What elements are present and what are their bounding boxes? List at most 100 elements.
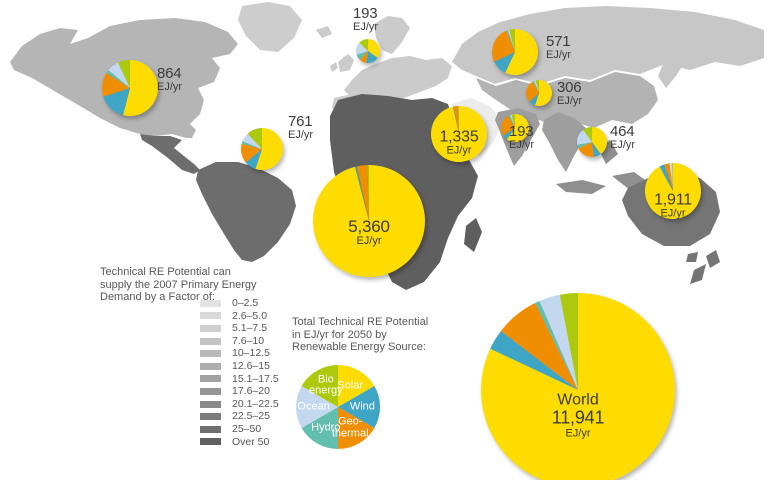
pie-label-africa: 5,360 EJ/yr xyxy=(348,216,390,248)
factor-legend-item: 5.1–7.5 xyxy=(200,322,279,335)
pie-world-slice-solar xyxy=(481,293,675,480)
pie-india-slice-ocean xyxy=(509,114,515,128)
map-region-scandinavia xyxy=(374,16,410,54)
factor-range-label: 0–2.5 xyxy=(232,297,259,310)
source-label-line: Bio xyxy=(317,373,334,386)
pie-north-america-slice-geothermal xyxy=(102,73,130,97)
factor-legend-item: 0–2.5 xyxy=(200,297,279,310)
pie-label-north-america: 864 EJ/yr xyxy=(157,65,182,94)
source-label-geothermal: Geo-thermal xyxy=(332,415,369,440)
pie-africa-slice-geothermal xyxy=(356,165,369,221)
pie-north-america-slice-ocean xyxy=(108,62,130,88)
pie-australia xyxy=(644,162,701,219)
pie-se-asia-slice-geothermal xyxy=(578,142,594,157)
pie-europe-slice-wind xyxy=(366,51,378,64)
pie-middle-east-slice-geothermal xyxy=(453,106,459,134)
pie-africa xyxy=(312,165,425,277)
factor-legend-title-line: Technical RE Potential can xyxy=(100,266,231,278)
source-label-line: Geo- xyxy=(337,415,363,428)
factor-legend-item: 17.6–20 xyxy=(200,385,279,398)
region-total-value: 5,360 xyxy=(348,216,390,236)
region-total-unit: EJ/yr xyxy=(660,207,686,220)
pie-russia-slice-hydro xyxy=(506,30,515,52)
pie-australia-slice-geothermal xyxy=(664,163,673,191)
factor-range-label: 17.6–20 xyxy=(232,385,270,398)
source-legend-slice-hydro xyxy=(301,407,338,449)
factor-legend-title: Technical RE Potential can supply the 20… xyxy=(100,266,257,304)
pie-middle-east-slice-wind xyxy=(452,106,459,134)
factor-swatch xyxy=(200,337,221,345)
pie-north-america-slice-wind xyxy=(103,88,130,116)
source-label-wind: Wind xyxy=(350,401,375,413)
factor-swatch xyxy=(200,350,221,358)
region-total-unit: EJ/yr xyxy=(509,139,535,152)
map-region-new-zealand-south xyxy=(690,264,706,284)
source-label-ocean: Ocean xyxy=(297,401,329,413)
factor-legend-item: 2.6–5.0 xyxy=(200,310,279,323)
pie-australia-slice-wind xyxy=(659,164,673,191)
factor-legend-title-line: Demand by a Factor of: xyxy=(100,291,215,303)
factor-swatch xyxy=(200,324,221,332)
pie-se-asia-slice-ocean xyxy=(577,129,592,145)
map-region-greenland xyxy=(238,2,302,52)
pie-russia-slice-wind xyxy=(494,52,515,73)
pie-australia-slice-ocean xyxy=(669,163,673,191)
pie-south-america xyxy=(241,128,284,170)
pie-china-slice-wind xyxy=(529,93,539,106)
source-legend-title-line: in EJ/yr for 2050 by xyxy=(292,328,387,341)
pie-label-europe: 193 EJ/yr xyxy=(353,5,378,34)
pie-se-asia-slice-solar xyxy=(592,127,608,155)
source-label-hydro: Hydro xyxy=(311,422,340,434)
source-label-line: energy xyxy=(308,384,343,397)
source-label-line: Ocean xyxy=(297,400,330,413)
pie-label-australia: 1,911 EJ/yr xyxy=(654,191,692,220)
pie-africa-slice-wind xyxy=(355,166,369,221)
map-region-ireland xyxy=(330,62,338,72)
pie-china-slice-bioenergy xyxy=(535,80,539,93)
pie-russia xyxy=(492,28,539,75)
region-total-value: 1,911 xyxy=(654,191,692,209)
pie-africa-slice-bioenergy xyxy=(367,165,369,221)
pie-label-india: 193 EJ/yr xyxy=(509,123,535,152)
pie-south-america-slice-geothermal xyxy=(241,143,262,163)
pie-europe-slice-solar xyxy=(368,39,380,59)
region-total-value: 571 xyxy=(546,33,571,50)
pie-china-slice-ocean xyxy=(534,80,539,93)
factor-legend-item: 12.6–15 xyxy=(200,360,279,373)
source-label-solar: Solar xyxy=(337,380,363,392)
pie-europe-slice-geothermal xyxy=(359,51,368,63)
region-total-value: 193 xyxy=(509,123,534,140)
pie-russia-slice-bioenergy xyxy=(509,28,515,52)
map-region-central-america xyxy=(140,134,200,174)
source-legend-title-line: Renewable Energy Source: xyxy=(292,341,426,353)
region-total-unit: EJ/yr xyxy=(610,139,636,152)
pie-south-america-slice-ocean xyxy=(242,133,262,149)
pie-india xyxy=(501,114,529,142)
factor-legend-title-line: supply the 2007 Primary Energy xyxy=(100,278,257,291)
region-total-unit: EJ/yr xyxy=(557,95,583,108)
factor-swatch xyxy=(200,312,221,320)
region-total-value: 11,941 xyxy=(551,407,605,428)
map-region-madagascar xyxy=(464,218,482,252)
pie-se-asia-slice-hydro xyxy=(577,142,592,149)
pie-south-america-slice-hydro xyxy=(241,141,262,149)
pie-india-slice-bioenergy xyxy=(511,114,515,128)
pie-label-china: 306 EJ/yr xyxy=(557,79,583,108)
pie-europe xyxy=(356,39,380,64)
pie-north-america-slice-bioenergy xyxy=(118,60,130,88)
source-legend-pie-chart xyxy=(296,365,380,449)
pie-world xyxy=(481,293,675,480)
pie-se-asia xyxy=(577,127,608,157)
factor-swatch xyxy=(200,299,221,307)
source-legend-title: Total Technical RE Potential in EJ/yr fo… xyxy=(292,316,428,354)
pie-africa-slice-solar xyxy=(312,165,425,277)
map-region-tasmania xyxy=(686,252,698,262)
region-total-value: 193 xyxy=(353,5,378,22)
pie-australia-slice-solar xyxy=(644,163,701,219)
source-label-bioenergy: Bio energy xyxy=(309,374,343,397)
source-label-line: Hydro xyxy=(311,421,341,434)
source-legend-slice-ocean xyxy=(296,385,338,428)
factor-swatch xyxy=(200,375,221,383)
region-total-unit: EJ/yr xyxy=(565,427,591,440)
region-total-unit: EJ/yr xyxy=(356,235,382,248)
